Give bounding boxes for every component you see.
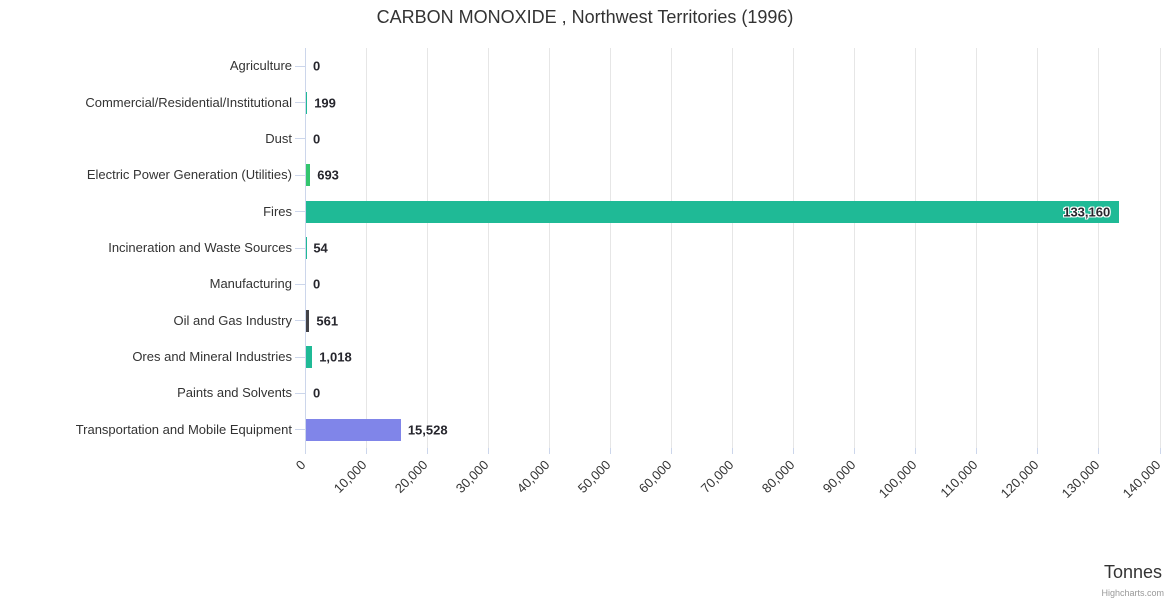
y-tick [295,247,305,249]
x-tick [915,448,917,454]
x-tick-label-text: 40,000 [514,457,553,496]
category-label: Ores and Mineral Industries [132,349,292,365]
x-tick-label-text: 100,000 [875,457,920,502]
x-tick-label-text: 60,000 [636,457,675,496]
category-label: Fires [263,203,292,219]
x-tick-label-text: 0 [292,457,309,473]
y-tick [295,138,305,140]
x-tick [670,448,672,454]
grid-line [1159,48,1161,448]
value-label: 0 [313,385,321,401]
x-tick [793,448,795,454]
category-label: Transportation and Mobile Equipment [75,421,292,437]
y-tick [295,320,305,322]
x-tick-label-text: 110,000 [937,457,981,501]
y-tick [295,356,305,358]
grid-line [854,48,856,448]
x-tick [1037,448,1039,454]
chart-title: CARBON MONOXIDE , Northwest Territories … [376,7,794,27]
x-tick-label-text: 90,000 [819,457,859,496]
value-label: 0 [313,58,321,74]
category-label: Paints and Solvents [177,385,292,401]
grid-line [609,48,611,448]
y-tick [295,174,305,176]
grid-line [426,48,428,448]
bar[interactable] [306,200,1120,223]
y-tick [295,283,305,285]
grid-line [793,48,795,448]
y-tick [295,65,305,67]
value-label: 133,160 [1063,204,1111,220]
category-label: Oil and Gas Industry [173,312,293,328]
category-label: Dust [265,130,292,146]
x-tick [854,448,856,454]
highcharts-credit-link[interactable]: Highcharts.com [1101,588,1164,598]
x-tick [304,448,306,454]
bar[interactable] [306,91,308,114]
x-tick [1098,448,1100,454]
value-label: 15,528 [407,422,448,438]
x-tick-label-text: 50,000 [575,457,614,496]
bar[interactable] [306,346,313,369]
x-tick-label-text: 30,000 [453,457,492,496]
x-tick-label-text: 130,000 [1058,457,1103,502]
x-tick-label-text: 120,000 [997,457,1042,502]
x-tick [548,448,550,454]
grid-line [365,48,367,448]
y-tick [295,429,305,431]
y-tick [295,392,305,394]
x-tick-label-text: 10,000 [330,457,370,496]
value-label: 199 [314,95,336,111]
category-label: Commercial/Residential/Institutional [85,94,292,110]
x-tick [487,448,489,454]
value-label: 1,018 [319,349,352,365]
value-label: 54 [313,240,328,256]
grid-line [915,48,917,448]
category-axis-line [305,48,306,448]
x-tick [1159,448,1161,454]
x-tick [609,448,611,454]
y-tick [295,102,305,104]
y-tick [295,211,305,213]
x-tick-label-text: 70,000 [697,457,737,496]
bar[interactable] [306,309,310,332]
grid-line [487,48,489,448]
value-label: 0 [313,276,321,292]
category-label: Incineration and Waste Sources [108,240,292,255]
x-tick-label-text: 80,000 [758,457,798,496]
category-label: Manufacturing [209,276,292,292]
value-label: 561 [316,313,339,329]
category-label: Electric Power Generation (Utilities) [86,167,292,183]
x-tick-label-text: 140,000 [1119,457,1164,502]
category-label: Agriculture [229,58,292,74]
x-tick [732,448,733,454]
grid-line [1037,48,1039,448]
bar[interactable] [306,164,311,187]
value-label: 0 [313,131,321,147]
grid-line [732,48,733,448]
x-tick [365,448,367,454]
bar[interactable] [306,418,401,441]
x-tick [976,448,978,454]
value-axis-title: Tonnes [1103,562,1162,582]
grid-line [976,48,978,448]
grid-line [1098,48,1100,448]
value-label: 693 [317,167,339,183]
grid-line [548,48,550,448]
x-tick [426,448,428,454]
grid-line [670,48,672,448]
x-tick-label-text: 20,000 [391,457,431,496]
